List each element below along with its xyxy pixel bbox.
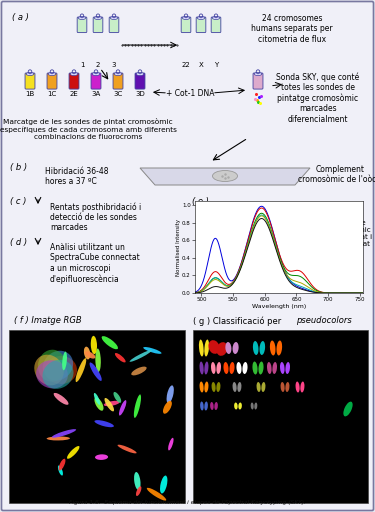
Ellipse shape: [285, 382, 290, 392]
Ellipse shape: [237, 362, 242, 374]
Ellipse shape: [131, 367, 147, 375]
Ellipse shape: [199, 339, 204, 356]
Ellipse shape: [134, 472, 141, 490]
Ellipse shape: [95, 349, 101, 372]
Ellipse shape: [58, 459, 66, 471]
Ellipse shape: [143, 347, 162, 354]
Ellipse shape: [216, 342, 228, 356]
Ellipse shape: [163, 401, 172, 414]
Text: ( a ): ( a ): [12, 13, 29, 22]
Polygon shape: [140, 168, 310, 185]
Ellipse shape: [102, 336, 118, 349]
Ellipse shape: [213, 170, 237, 181]
Text: 1C: 1C: [47, 91, 57, 97]
Ellipse shape: [254, 73, 262, 76]
Ellipse shape: [85, 351, 95, 358]
Text: 22: 22: [182, 62, 190, 68]
Ellipse shape: [114, 73, 122, 76]
Text: Anàlisi utilitzant un
SpectraCube connectat
a un microscopi
d'epifluorescència: Anàlisi utilitzant un SpectraCube connec…: [50, 243, 140, 284]
Text: 2: 2: [96, 62, 100, 68]
Ellipse shape: [52, 429, 76, 438]
Ellipse shape: [78, 16, 86, 19]
Ellipse shape: [54, 393, 69, 405]
FancyBboxPatch shape: [113, 73, 123, 89]
Ellipse shape: [237, 382, 242, 392]
Ellipse shape: [197, 16, 205, 19]
Ellipse shape: [62, 352, 67, 370]
Ellipse shape: [94, 420, 114, 427]
Ellipse shape: [84, 347, 90, 359]
FancyBboxPatch shape: [211, 17, 221, 33]
Ellipse shape: [94, 16, 102, 19]
Text: Rentats posthibridació i
detecció de les sondes
marcades: Rentats posthibridació i detecció de les…: [50, 202, 141, 232]
Ellipse shape: [238, 402, 242, 410]
Ellipse shape: [232, 382, 237, 392]
Ellipse shape: [224, 362, 228, 374]
Text: X: X: [199, 62, 203, 68]
Ellipse shape: [134, 394, 141, 418]
Ellipse shape: [204, 361, 209, 374]
Text: 1: 1: [80, 62, 84, 68]
Text: Hibridació 36-48
hores a 37 ºC: Hibridació 36-48 hores a 37 ºC: [45, 167, 108, 186]
Ellipse shape: [168, 438, 174, 451]
FancyBboxPatch shape: [109, 17, 119, 33]
Ellipse shape: [254, 402, 257, 410]
Ellipse shape: [26, 73, 34, 76]
Ellipse shape: [204, 381, 209, 393]
Ellipse shape: [91, 336, 97, 354]
Ellipse shape: [115, 353, 126, 362]
Ellipse shape: [43, 351, 73, 380]
Ellipse shape: [94, 393, 100, 405]
Ellipse shape: [58, 465, 63, 476]
Ellipse shape: [110, 16, 118, 19]
Ellipse shape: [216, 362, 221, 374]
Ellipse shape: [92, 73, 100, 76]
Ellipse shape: [276, 340, 282, 355]
Ellipse shape: [200, 361, 204, 374]
Text: 3A: 3A: [92, 91, 100, 97]
Ellipse shape: [300, 381, 304, 393]
Ellipse shape: [296, 381, 300, 393]
Text: Sonda SKY, que conté
totes les sondes de
pintatge cromosòmic
marcades
diferencia: Sonda SKY, que conté totes les sondes de…: [276, 72, 360, 124]
Ellipse shape: [216, 382, 220, 392]
Text: ( c ): ( c ): [10, 197, 26, 206]
Ellipse shape: [114, 392, 121, 403]
Ellipse shape: [136, 73, 144, 76]
Ellipse shape: [130, 350, 152, 362]
Ellipse shape: [105, 398, 114, 412]
Ellipse shape: [136, 486, 141, 496]
FancyBboxPatch shape: [93, 17, 103, 33]
Text: Figura 1.6.  Esquema del funcionament i etapes de l'Spectral Karyotyping (SKY).: Figura 1.6. Esquema del funcionament i e…: [69, 500, 305, 505]
FancyBboxPatch shape: [196, 17, 206, 33]
Text: 3: 3: [112, 62, 116, 68]
Text: Marcatge de les sondes de pintat cromosòmic
específiques de cada cromosoma amb d: Marcatge de les sondes de pintat cromosò…: [0, 118, 176, 140]
Ellipse shape: [280, 382, 285, 392]
FancyBboxPatch shape: [135, 73, 145, 89]
Ellipse shape: [160, 476, 167, 494]
FancyBboxPatch shape: [25, 73, 35, 89]
Ellipse shape: [253, 341, 258, 355]
Ellipse shape: [285, 362, 290, 374]
Bar: [9, 330, 185, 503]
X-axis label: Wavelength (nm): Wavelength (nm): [252, 304, 306, 309]
Text: 3D: 3D: [135, 91, 145, 97]
Text: Espectre
cromosòmic
seleccionat i
normalitzat: Espectre cromosòmic seleccionat i normal…: [327, 220, 372, 247]
Ellipse shape: [204, 401, 208, 411]
Ellipse shape: [344, 401, 352, 416]
Ellipse shape: [147, 488, 166, 501]
FancyBboxPatch shape: [77, 17, 87, 33]
Ellipse shape: [104, 401, 120, 406]
Ellipse shape: [234, 402, 238, 410]
Ellipse shape: [36, 360, 68, 389]
Ellipse shape: [252, 361, 258, 374]
Ellipse shape: [166, 386, 174, 403]
Ellipse shape: [38, 350, 66, 381]
Ellipse shape: [204, 339, 209, 356]
Text: 3C: 3C: [113, 91, 123, 97]
Text: Y: Y: [214, 62, 218, 68]
Ellipse shape: [200, 401, 204, 411]
Text: ( g ) Classificació per: ( g ) Classificació per: [193, 316, 284, 326]
Ellipse shape: [243, 362, 248, 374]
Ellipse shape: [211, 382, 216, 392]
